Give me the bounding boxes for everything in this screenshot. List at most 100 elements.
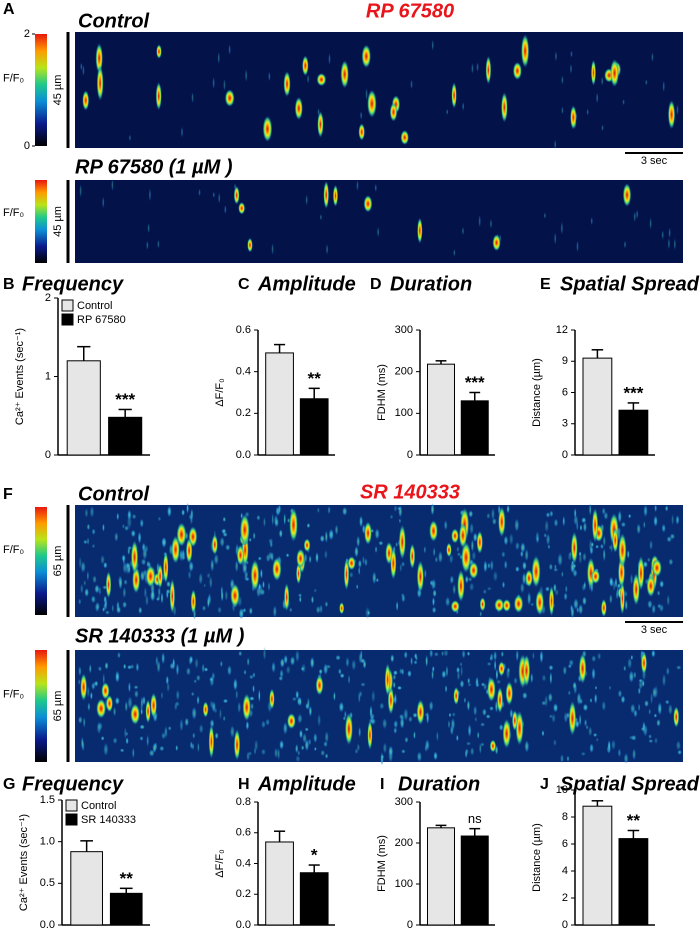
calcium-spark xyxy=(568,700,577,736)
y-tick-label: 9 xyxy=(562,355,568,367)
calcium-spark xyxy=(163,551,169,584)
noise xyxy=(88,663,92,674)
noise xyxy=(334,524,339,536)
bar xyxy=(265,841,294,926)
noise xyxy=(393,719,399,729)
noise xyxy=(118,576,123,590)
noise xyxy=(252,531,256,540)
noise xyxy=(673,238,676,251)
calcium-spark xyxy=(416,560,425,593)
calcium-spark xyxy=(150,692,158,719)
noise xyxy=(295,649,300,663)
noise xyxy=(289,607,293,613)
legend-swatch xyxy=(65,799,78,812)
noise xyxy=(594,685,598,690)
y-axis-label: FDHM (ms) xyxy=(376,364,388,421)
calcium-spark xyxy=(242,693,251,722)
noise xyxy=(578,552,583,565)
y-tick-label: 6 xyxy=(562,386,568,398)
noise xyxy=(459,661,463,667)
panel-header: SR 140333 xyxy=(360,481,460,503)
noise xyxy=(80,583,84,594)
noise xyxy=(359,515,364,528)
calcium-spark xyxy=(590,59,596,86)
noise xyxy=(130,529,136,538)
noise xyxy=(278,503,281,514)
y-tick-label: 0.4 xyxy=(236,857,251,869)
y-tick-label: 0.4 xyxy=(236,366,251,378)
noise xyxy=(345,656,350,668)
noise xyxy=(213,707,218,714)
noise xyxy=(148,187,152,202)
noise xyxy=(132,747,135,759)
noise xyxy=(249,696,255,701)
noise xyxy=(628,670,635,684)
calcium-spark xyxy=(155,81,162,111)
noise xyxy=(400,592,405,598)
noise xyxy=(133,685,139,690)
noise xyxy=(210,558,215,573)
noise xyxy=(599,543,604,550)
noise xyxy=(452,583,457,596)
noise xyxy=(102,523,105,532)
noise xyxy=(272,605,277,618)
noise xyxy=(575,719,580,729)
noise xyxy=(483,560,488,573)
noise xyxy=(665,666,670,676)
noise xyxy=(478,214,481,228)
noise xyxy=(503,535,509,546)
noise xyxy=(668,703,673,716)
noise xyxy=(355,584,359,590)
noise xyxy=(152,742,157,754)
noise xyxy=(561,75,564,85)
calcium-spark xyxy=(289,507,298,542)
noise xyxy=(80,560,86,574)
noise xyxy=(467,723,472,738)
noise xyxy=(654,737,658,745)
noise xyxy=(464,575,469,584)
noise xyxy=(415,655,418,662)
noise xyxy=(262,580,265,589)
calcium-spark xyxy=(513,594,524,613)
noise xyxy=(77,678,81,686)
noise xyxy=(335,654,341,661)
noise xyxy=(139,724,145,730)
calcium-spark xyxy=(208,724,215,759)
calcium-spark xyxy=(130,703,141,725)
linescan-image xyxy=(75,32,683,148)
noise xyxy=(86,537,90,546)
noise xyxy=(380,754,385,760)
noise xyxy=(562,515,566,527)
noise xyxy=(432,589,437,598)
noise xyxy=(434,556,439,563)
noise xyxy=(666,594,670,607)
noise xyxy=(305,194,308,206)
noise xyxy=(323,662,329,676)
noise xyxy=(147,223,150,234)
noise xyxy=(250,702,254,711)
y-tick-label: 2 xyxy=(45,292,51,304)
calcium-spark xyxy=(409,543,416,570)
noise xyxy=(186,502,189,514)
noise xyxy=(187,570,192,580)
noise xyxy=(635,209,639,220)
noise xyxy=(468,510,474,518)
noise xyxy=(671,513,675,526)
noise xyxy=(175,744,179,752)
panel-letter: A xyxy=(3,1,15,18)
noise xyxy=(432,596,435,607)
noise xyxy=(582,552,587,562)
noise xyxy=(395,541,398,548)
noise xyxy=(588,538,593,553)
noise xyxy=(437,550,443,564)
noise xyxy=(94,601,100,613)
noise xyxy=(563,592,568,601)
noise xyxy=(359,690,363,698)
calcium-spark xyxy=(487,676,496,702)
noise xyxy=(310,595,314,604)
noise xyxy=(513,676,518,685)
noise xyxy=(212,76,215,90)
noise xyxy=(372,571,377,585)
noise xyxy=(578,698,583,705)
noise xyxy=(234,559,239,573)
